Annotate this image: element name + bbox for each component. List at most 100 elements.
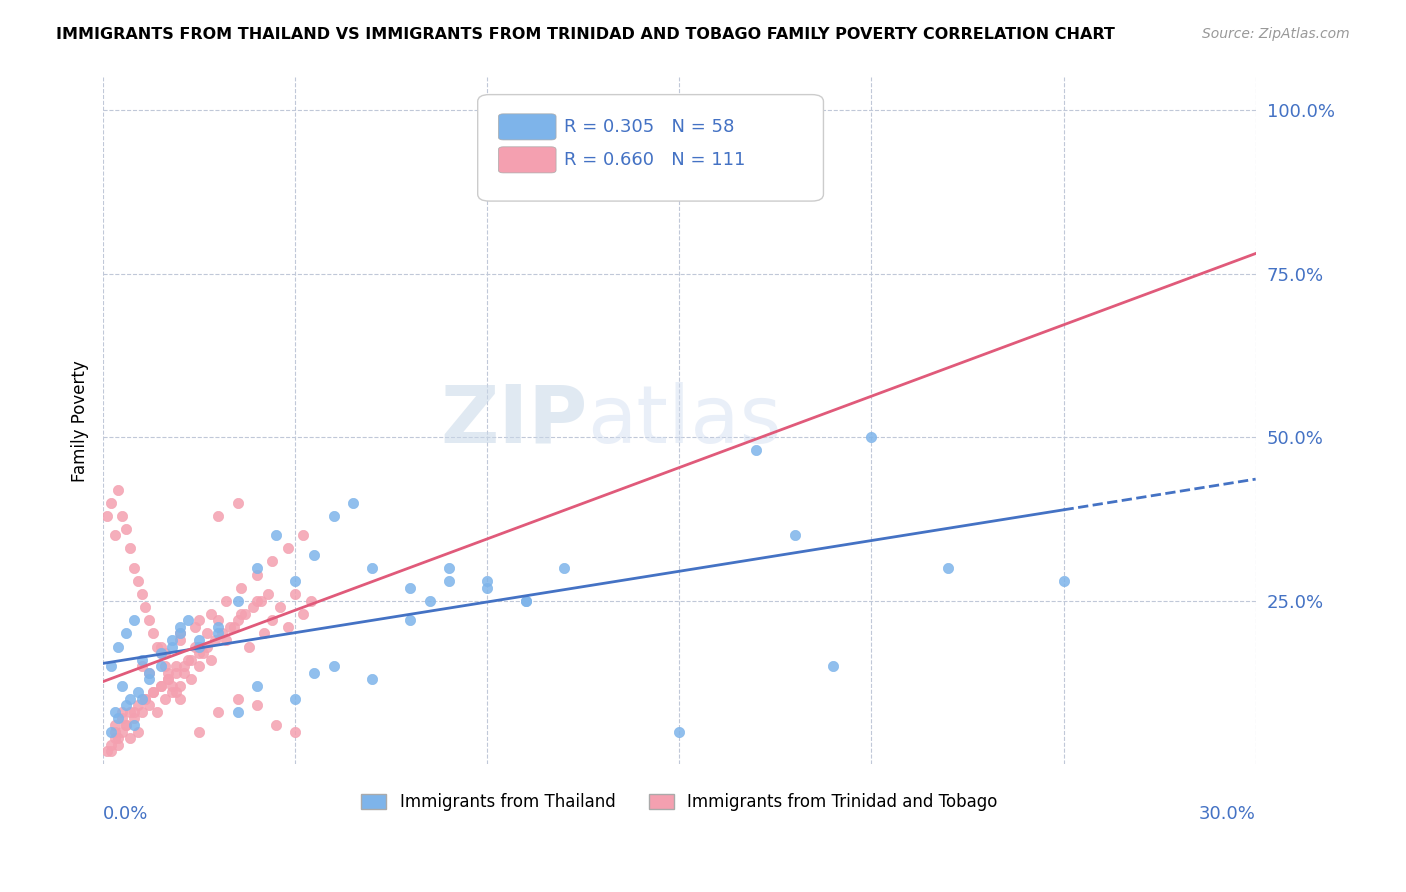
Point (146, 705, 169, 719)
Point (222, 620, 245, 634)
Point (107, 483, 129, 497)
Point (226, 593, 249, 607)
Point (115, 522, 138, 536)
Point (153, 646, 176, 660)
Point (277, 541, 299, 556)
Point (153, 659, 176, 673)
Point (107, 640, 129, 654)
Point (115, 718, 138, 732)
Point (207, 613, 229, 627)
Point (96, 744, 118, 758)
Point (264, 528, 287, 542)
Point (238, 640, 260, 654)
Point (191, 646, 214, 660)
Point (104, 724, 127, 739)
Point (157, 665, 180, 680)
Point (162, 685, 184, 699)
Point (246, 567, 269, 582)
Point (1052, 574, 1074, 588)
Point (169, 626, 191, 640)
Point (165, 685, 187, 699)
Point (104, 731, 127, 745)
Point (361, 672, 384, 686)
Point (100, 744, 122, 758)
Point (304, 548, 326, 562)
Point (100, 659, 122, 673)
Text: R = 0.660   N = 111: R = 0.660 N = 111 (564, 151, 745, 169)
Point (146, 640, 169, 654)
Point (122, 613, 145, 627)
Point (162, 679, 184, 693)
Point (188, 632, 211, 647)
Point (134, 600, 156, 615)
Point (127, 574, 149, 588)
Point (122, 711, 145, 725)
Point (226, 613, 249, 627)
Point (246, 679, 269, 693)
Point (111, 711, 134, 725)
Point (215, 593, 238, 607)
Point (176, 613, 198, 627)
Point (127, 724, 149, 739)
Y-axis label: Family Poverty: Family Poverty (72, 360, 89, 482)
Point (149, 679, 172, 693)
Point (399, 581, 422, 595)
Point (284, 587, 307, 601)
Point (134, 691, 156, 706)
Point (188, 659, 211, 673)
Point (188, 646, 211, 660)
Point (118, 691, 141, 706)
Legend: Immigrants from Thailand, Immigrants from Trinidad and Tobago: Immigrants from Thailand, Immigrants fro… (354, 787, 1004, 818)
Point (169, 620, 191, 634)
Text: 0.0%: 0.0% (103, 805, 149, 823)
Point (477, 574, 499, 588)
Point (361, 561, 384, 575)
Point (118, 705, 141, 719)
Point (264, 718, 287, 732)
Point (200, 607, 222, 621)
Point (860, 430, 883, 444)
Text: R = 0.305   N = 58: R = 0.305 N = 58 (564, 118, 734, 136)
Text: Source: ZipAtlas.com: Source: ZipAtlas.com (1202, 27, 1350, 41)
Point (169, 691, 191, 706)
Text: atlas: atlas (588, 382, 782, 460)
Point (207, 620, 229, 634)
Point (165, 659, 187, 673)
Point (200, 652, 222, 666)
Point (169, 679, 191, 693)
Point (246, 593, 269, 607)
Point (437, 574, 460, 588)
FancyBboxPatch shape (478, 95, 824, 201)
Point (169, 632, 191, 647)
Point (100, 724, 122, 739)
Point (104, 528, 127, 542)
Point (515, 593, 537, 607)
Point (204, 632, 226, 647)
Point (936, 561, 959, 575)
Point (107, 738, 129, 752)
Point (115, 626, 138, 640)
Point (131, 587, 153, 601)
Point (173, 665, 195, 680)
Point (226, 495, 249, 509)
Point (322, 508, 344, 523)
Point (184, 620, 207, 634)
Point (299, 593, 322, 607)
Point (162, 640, 184, 654)
Point (100, 495, 122, 509)
Point (745, 443, 768, 458)
Point (118, 731, 141, 745)
Point (96, 508, 118, 523)
FancyBboxPatch shape (499, 114, 555, 140)
Point (149, 640, 172, 654)
Point (122, 705, 145, 719)
Point (477, 581, 499, 595)
Point (219, 620, 242, 634)
Point (668, 724, 690, 739)
Point (100, 738, 122, 752)
Point (207, 626, 229, 640)
Text: 30.0%: 30.0% (1199, 805, 1256, 823)
Point (207, 705, 229, 719)
Point (291, 528, 314, 542)
Point (173, 659, 195, 673)
